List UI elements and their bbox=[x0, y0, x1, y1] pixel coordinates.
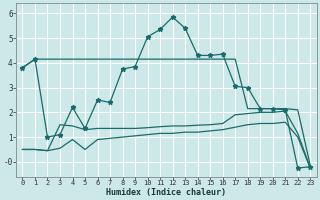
X-axis label: Humidex (Indice chaleur): Humidex (Indice chaleur) bbox=[106, 188, 226, 197]
